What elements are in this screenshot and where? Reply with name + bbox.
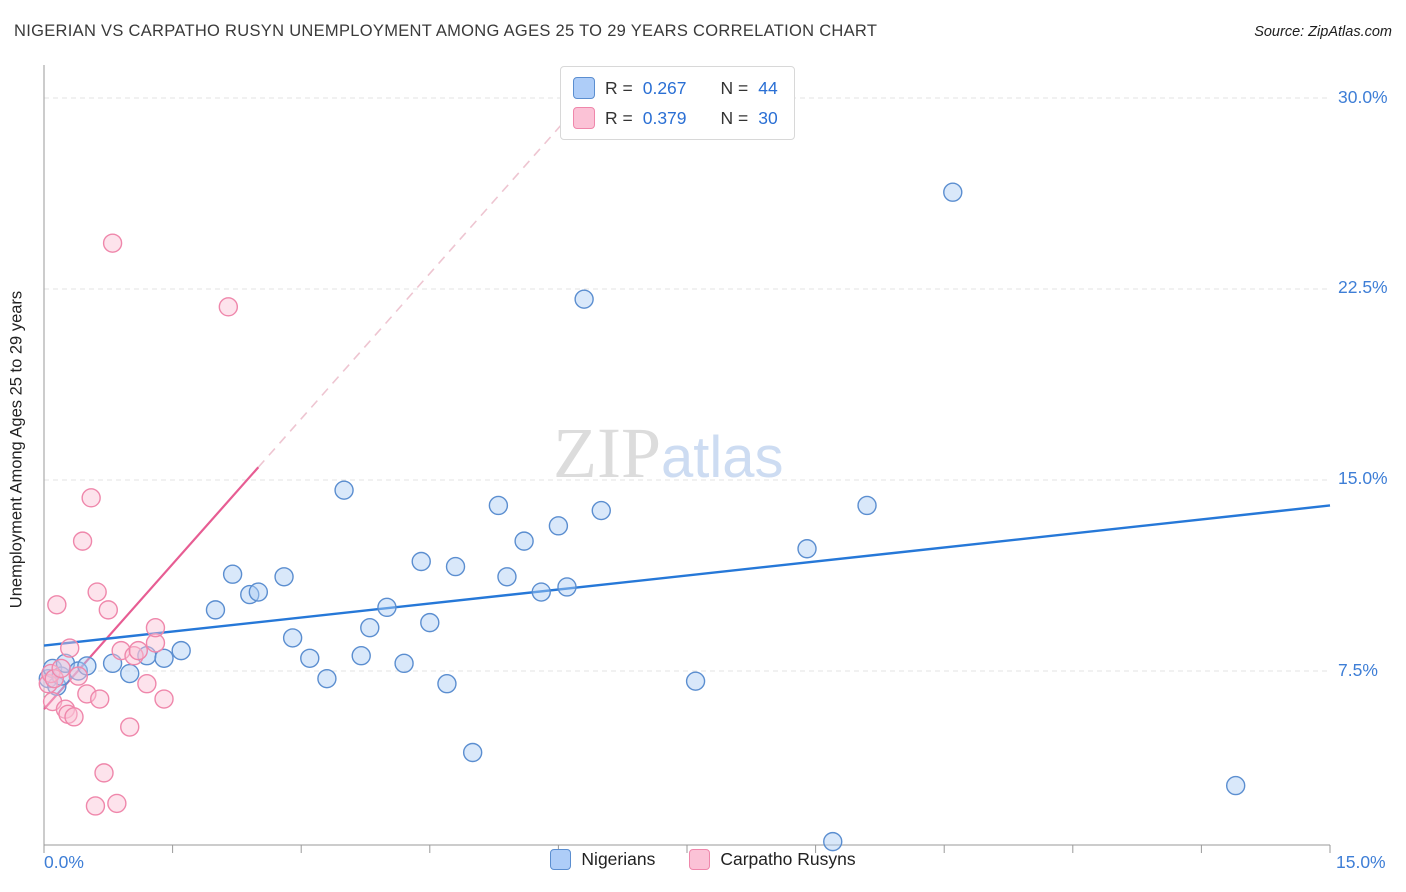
- nigerians-point: [377, 597, 397, 618]
- y-tick-label-30: 30.0%: [1338, 87, 1388, 107]
- carpatho-rusyns-point: [145, 618, 166, 638]
- r-value: 0.379: [642, 107, 687, 128]
- nigerians-point: [222, 564, 243, 584]
- legend-item-carpatho-rusyns: Carpatho Rusyns: [689, 849, 856, 870]
- carpatho-rusyns-trend-extension: [257, 69, 611, 468]
- nigerians-point: [282, 628, 303, 648]
- nigerians-point: [823, 831, 843, 852]
- nigerians-point: [171, 640, 191, 661]
- carpatho-rusyns-point: [145, 633, 166, 653]
- watermark-atlas: atlas: [661, 425, 784, 490]
- n-value: 44: [758, 77, 778, 98]
- carpatho-rusyns-point: [154, 689, 174, 709]
- carpatho-rusyns-point: [102, 233, 123, 253]
- carpatho-rusyns-point: [137, 674, 157, 694]
- carpatho-rusyns-trend-line: [43, 466, 260, 710]
- nigerians-point: [574, 289, 594, 309]
- nigerians-point: [685, 671, 706, 691]
- carpatho-rusyns-point: [60, 638, 80, 658]
- legend-label-nigerians: Nigerians: [581, 849, 656, 869]
- nigerians-swatch-icon: [550, 849, 572, 870]
- nigerians-point: [797, 539, 817, 559]
- source-attribution: Source: ZipAtlas.com: [1254, 24, 1392, 40]
- n-label: N =: [720, 107, 749, 128]
- nigerians-point: [437, 674, 457, 694]
- chart-title: NIGERIAN VS CARPATHO RUSYN UNEMPLOYMENT …: [14, 22, 878, 40]
- nigerians-point: [300, 648, 320, 668]
- nigerians-point: [120, 663, 140, 684]
- nigerians-point: [248, 582, 269, 602]
- nigerians-point: [154, 648, 174, 668]
- nigerians-point: [411, 551, 431, 572]
- nigerians-point: [394, 653, 414, 674]
- nigerians-point: [462, 742, 483, 763]
- legend-item-nigerians: Nigerians: [550, 849, 655, 870]
- r-value: 0.267: [642, 77, 687, 98]
- y-tick-label-7-5: 7.5%: [1338, 660, 1378, 680]
- nigerians-point: [548, 516, 569, 536]
- correlation-legend: R = 0.267 N = 44 R = 0.379 N = 30: [560, 66, 795, 140]
- watermark: ZIPatlas: [553, 412, 784, 495]
- nigerians-point: [445, 556, 466, 577]
- nigerians-point: [591, 500, 611, 521]
- n-label: N =: [720, 77, 749, 98]
- x-axis-max-label: 15.0%: [1336, 852, 1386, 872]
- carpatho-rusyns-point: [72, 531, 93, 551]
- nigerians-point: [360, 618, 380, 638]
- carpatho-rusyns-point: [107, 793, 127, 814]
- x-axis-min-label: 0.0%: [44, 852, 84, 872]
- legend-row-nigerians: R = 0.267 N = 44: [573, 77, 778, 99]
- carpatho-rusyns-point: [85, 796, 106, 816]
- legend-label-carpatho-rusyns: Carpatho Rusyns: [720, 849, 856, 869]
- nigerians-trend-line: [43, 504, 1331, 647]
- carpatho-rusyns-point: [44, 668, 64, 689]
- y-tick-label-15: 15.0%: [1338, 468, 1388, 488]
- series-legend: Nigerians Carpatho Rusyns: [0, 849, 1406, 870]
- nigerians-point: [497, 567, 517, 587]
- nigerians-point: [943, 182, 963, 202]
- carpatho-rusyns-legend-swatch-icon: [573, 107, 595, 129]
- legend-row-carpatho-rusyns: R = 0.379 N = 30: [573, 107, 778, 129]
- carpatho-rusyns-point: [87, 582, 107, 602]
- carpatho-rusyns-point: [81, 488, 101, 508]
- carpatho-rusyns-point: [47, 595, 67, 615]
- carpatho-rusyns-point: [51, 658, 71, 679]
- y-tick-label-22-5: 22.5%: [1338, 277, 1388, 297]
- nigerians-point: [274, 567, 294, 587]
- nigerians-point: [420, 612, 440, 633]
- nigerians-point: [1225, 775, 1246, 796]
- carpatho-rusyns-point: [64, 707, 84, 727]
- carpatho-rusyns-point: [90, 689, 110, 709]
- nigerians-point: [205, 600, 226, 620]
- nigerians-point: [857, 495, 877, 516]
- carpatho-rusyns-point: [128, 640, 149, 661]
- carpatho-rusyns-point: [120, 717, 140, 737]
- nigerians-point: [351, 646, 371, 666]
- nigerians-legend-swatch-icon: [573, 77, 595, 99]
- nigerians-point: [334, 480, 354, 500]
- nigerians-point: [557, 577, 577, 597]
- nigerians-point: [514, 531, 534, 551]
- r-label: R =: [605, 77, 633, 98]
- watermark-zip: ZIP: [553, 413, 661, 493]
- carpatho-rusyns-swatch-icon: [689, 849, 711, 870]
- carpatho-rusyns-point: [98, 600, 119, 620]
- carpatho-rusyns-point: [94, 763, 114, 783]
- r-label: R =: [605, 107, 633, 128]
- n-value: 30: [758, 107, 778, 128]
- carpatho-rusyns-point: [68, 666, 88, 686]
- nigerians-point: [531, 582, 551, 602]
- carpatho-rusyns-point: [218, 297, 239, 317]
- nigerians-point: [488, 495, 509, 516]
- nigerians-point: [317, 668, 337, 689]
